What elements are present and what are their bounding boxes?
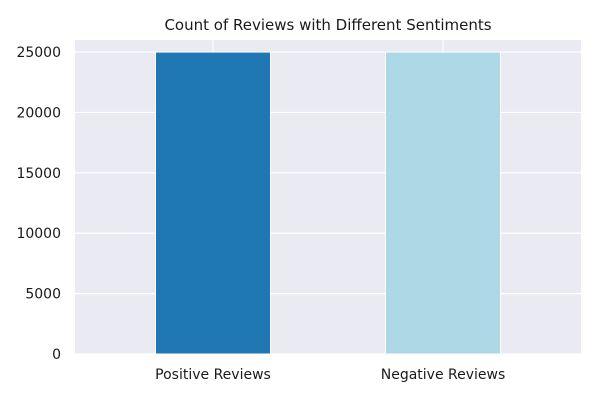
x-tick-label-0: Positive Reviews (155, 367, 271, 383)
x-tick-label-1: Negative Reviews (381, 367, 506, 383)
y-tick-label-15000: 15000 (16, 166, 61, 182)
x-axis-ticks: Positive Reviews Negative Reviews (155, 367, 505, 383)
chart-title: Count of Reviews with Different Sentimen… (164, 16, 491, 34)
y-tick-label-5000: 5000 (25, 287, 61, 303)
y-axis-ticks: 0 5000 10000 15000 20000 25000 (16, 45, 61, 363)
y-tick-label-10000: 10000 (16, 226, 61, 242)
y-tick-label-0: 0 (52, 347, 61, 363)
bars (155, 51, 501, 355)
y-tick-label-25000: 25000 (16, 45, 61, 61)
bar-positive-reviews (155, 51, 271, 355)
bar-negative-reviews (385, 51, 501, 355)
y-tick-label-20000: 20000 (16, 105, 61, 121)
plot-area (75, 40, 581, 354)
